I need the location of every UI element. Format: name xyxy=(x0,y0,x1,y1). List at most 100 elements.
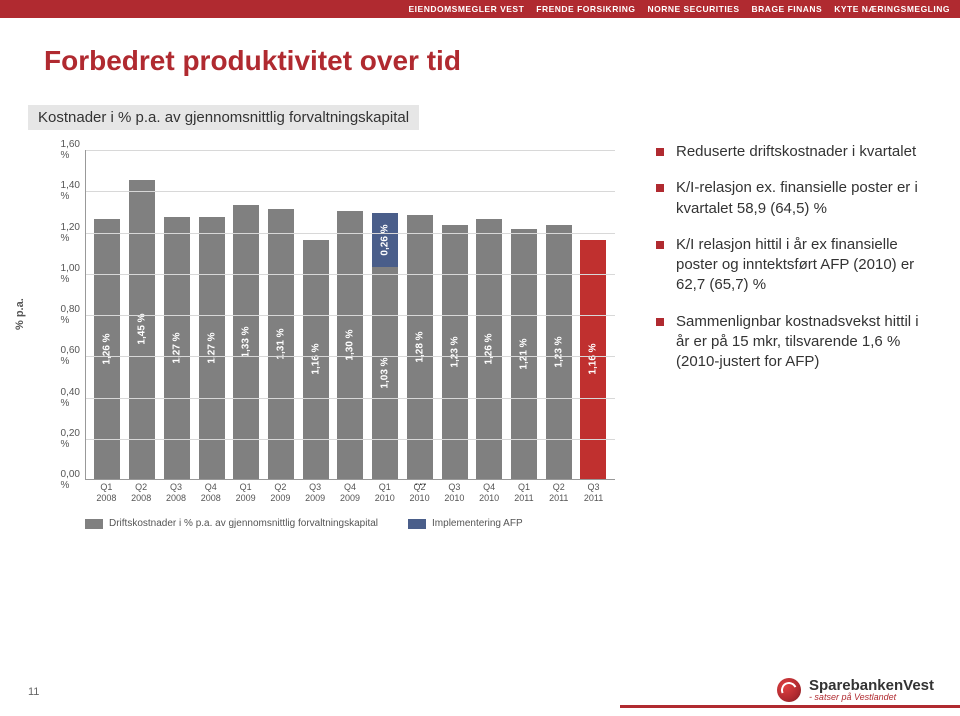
grid-line xyxy=(86,439,615,440)
y-axis-label: % p.a. xyxy=(14,298,26,330)
bar-value-label: 1,27 % xyxy=(206,332,217,363)
x-tick-label: Q32011 xyxy=(581,482,607,504)
top-brand-bar: EIENDOMSMEGLER VEST FRENDE FORSIKRING NO… xyxy=(0,0,960,18)
bullet-item: Sammenlignbar kostnadsvekst hittil i år … xyxy=(656,312,936,373)
grid-line xyxy=(86,356,615,357)
bar-value-label: 1,16 % xyxy=(310,344,321,375)
bar-segment: 1,21 % xyxy=(511,229,537,479)
bar-segment: 1,16 % xyxy=(580,240,606,479)
bar: 1,45 % xyxy=(129,180,155,479)
bar-value-label: 0,26 % xyxy=(380,224,391,255)
bar-segment: 1,26 % xyxy=(94,219,120,479)
x-tick-label: Q42009 xyxy=(337,482,363,504)
bar-segment: 1,03 % xyxy=(372,267,398,479)
bar: 1,23 % xyxy=(442,225,468,479)
bar-value-label: 1,31 % xyxy=(275,328,286,359)
bar-value-label: 1,26 % xyxy=(102,333,113,364)
bar-value-label: 1,23 % xyxy=(449,337,460,368)
bar-value-label: 1,26 % xyxy=(484,333,495,364)
legend-item: Driftskostnader i % p.a. av gjennomsnitt… xyxy=(85,518,378,529)
logo-icon xyxy=(777,678,801,702)
brand-item: NORNE SECURITIES xyxy=(647,4,739,14)
x-tick-label: Q22011 xyxy=(546,482,572,504)
bullet-item: Reduserte driftskostnader i kvartalet xyxy=(656,142,936,162)
bullet-text: Reduserte driftskostnader i kvartalet xyxy=(676,142,916,162)
x-tick-label: Q42010 xyxy=(476,482,502,504)
legend-label: Implementering AFP xyxy=(432,518,523,529)
bullet-text: K/I-relasjon ex. finansielle poster er i… xyxy=(676,178,936,219)
grid-line xyxy=(86,191,615,192)
bar: 1,26 % xyxy=(94,219,120,479)
bullet-text: Sammenlignbar kostnadsvekst hittil i år … xyxy=(676,312,936,373)
bullet-text: K/I relasjon hittil i år ex finansielle … xyxy=(676,235,936,296)
logo-tagline: - satser på Vestlandet xyxy=(809,693,934,702)
brand-item: BRAGE FINANS xyxy=(752,4,823,14)
y-tick-label: 0,00 % xyxy=(61,469,86,491)
grid-line xyxy=(86,398,615,399)
y-tick-label: 0,40 % xyxy=(61,387,86,409)
bar-value-label: 1,21 % xyxy=(518,339,529,370)
bullet-icon xyxy=(656,148,664,156)
bar: 1,23 % xyxy=(546,225,572,479)
chart-subtitle: Kostnader i % p.a. av gjennomsnittlig fo… xyxy=(28,105,419,130)
footer-accent-line xyxy=(620,705,960,708)
bar-value-label: 1,27 % xyxy=(171,332,182,363)
y-tick-label: 1,20 % xyxy=(61,222,86,244)
bar-segment: 1,26 % xyxy=(476,219,502,479)
bullet-item: K/I relasjon hittil i år ex finansielle … xyxy=(656,235,936,296)
bar-value-label: 1,16 % xyxy=(588,344,599,375)
plot-area: 1,26 % 1,45 % 1,27 % 1,27 % 1,33 % 1,31 % 1,16… xyxy=(85,150,615,480)
legend-swatch xyxy=(408,519,426,529)
x-tick-label: Q22009 xyxy=(267,482,293,504)
brand-item: KYTE NÆRINGSMEGLING xyxy=(834,4,950,14)
bullet-list: Reduserte driftskostnader i kvartalet K/… xyxy=(656,142,936,388)
logo-main: SparebankenVest xyxy=(809,678,934,693)
bar-segment: 0,26 % xyxy=(372,213,398,267)
bar-segment: 1,16 % xyxy=(303,240,329,479)
grid-line xyxy=(86,233,615,234)
bar-value-label: 1,33 % xyxy=(241,326,252,357)
legend-item: Implementering AFP xyxy=(408,518,523,529)
x-tick-label: Q32010 xyxy=(441,482,467,504)
x-tick-label: Q12010 xyxy=(372,482,398,504)
y-tick-label: 1,40 % xyxy=(61,180,86,202)
brand-item: FRENDE FORSIKRING xyxy=(536,4,635,14)
x-tick-label: Q32009 xyxy=(302,482,328,504)
grid-line xyxy=(86,315,615,316)
ellipsis-mark: … xyxy=(414,472,428,488)
y-tick-label: 0,80 % xyxy=(61,304,86,326)
bar: 1,16 % xyxy=(580,240,606,479)
bar-value-label: 1,03 % xyxy=(380,357,391,388)
bar-segment: 1,45 % xyxy=(129,180,155,479)
grid-line xyxy=(86,274,615,275)
bar-value-label: 1,45 % xyxy=(137,314,148,345)
bullet-item: K/I-relasjon ex. finansielle poster er i… xyxy=(656,178,936,219)
bar-segment: 1,23 % xyxy=(546,225,572,479)
y-tick-label: 0,20 % xyxy=(61,428,86,450)
legend-swatch xyxy=(85,519,103,529)
logo-text: SparebankenVest - satser på Vestlandet xyxy=(809,678,934,702)
y-tick-label: 1,60 % xyxy=(61,139,86,161)
x-axis-labels: Q12008 Q22008 Q32008 Q42008 Q12009 Q22009 Q320… xyxy=(85,482,615,504)
bar-value-label: 1,28 % xyxy=(414,331,425,362)
footer-logo: SparebankenVest - satser på Vestlandet xyxy=(777,678,934,702)
x-tick-label: Q12011 xyxy=(511,482,537,504)
cost-chart: % p.a. 1,26 %1,45 %1,27 %1,27 %1,33 %1,3… xyxy=(20,140,630,560)
bullet-icon xyxy=(656,184,664,192)
bullet-icon xyxy=(656,318,664,326)
x-tick-label: Q12009 xyxy=(233,482,259,504)
bar: 1,16 % xyxy=(303,240,329,479)
bar: 1,21 % xyxy=(511,229,537,479)
bullet-icon xyxy=(656,241,664,249)
legend-label: Driftskostnader i % p.a. av gjennomsnitt… xyxy=(109,518,378,529)
bar-segment: 1,23 % xyxy=(442,225,468,479)
x-tick-label: Q32008 xyxy=(163,482,189,504)
y-tick-label: 0,60 % xyxy=(61,345,86,367)
x-tick-label: Q22008 xyxy=(128,482,154,504)
chart-legend: Driftskostnader i % p.a. av gjennomsnitt… xyxy=(85,518,615,529)
x-tick-label: Q42008 xyxy=(198,482,224,504)
page-title: Forbedret produktivitet over tid xyxy=(44,45,461,77)
brand-item: EIENDOMSMEGLER VEST xyxy=(409,4,525,14)
x-tick-label: Q12008 xyxy=(93,482,119,504)
grid-line xyxy=(86,150,615,151)
